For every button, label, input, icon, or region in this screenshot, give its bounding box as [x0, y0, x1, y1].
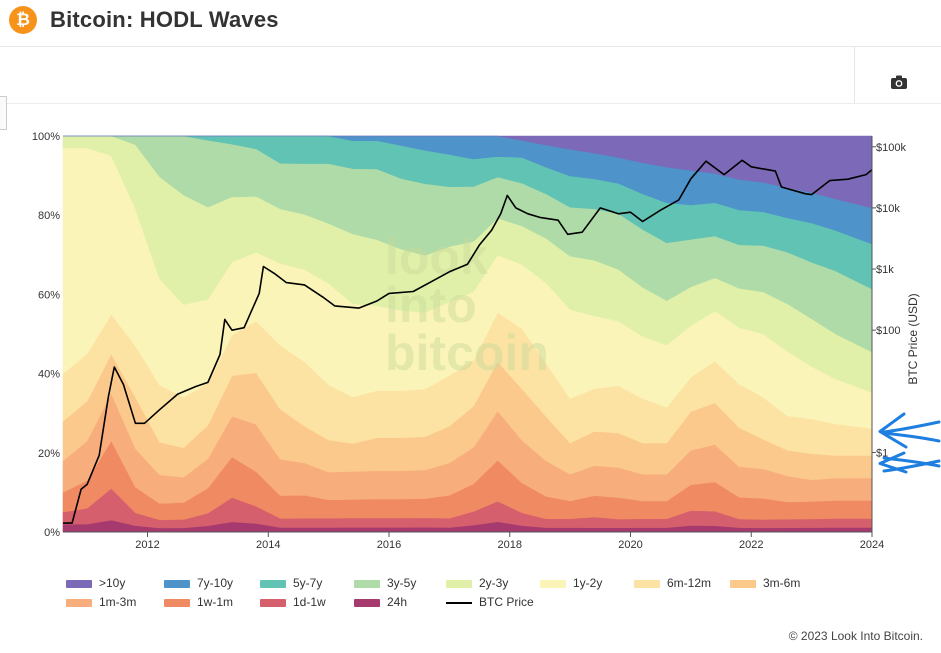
- legend-label: 7y-10y: [197, 576, 234, 590]
- watermark-word: look: [385, 229, 488, 285]
- arrow-shaft: [882, 459, 941, 473]
- y2-tick-label: $1k: [876, 264, 894, 276]
- page-header: ₿ Bitcoin: HODL Waves: [0, 0, 941, 47]
- legend-swatch: [446, 579, 472, 588]
- x-tick-label: 2014: [256, 539, 280, 551]
- toolbar-actions: [854, 47, 941, 103]
- legend-item[interactable]: 24h: [354, 595, 407, 609]
- annotation-arrows: [878, 412, 941, 474]
- legend-label: 1d-1w: [293, 595, 326, 609]
- y2-tick-label: $10k: [876, 203, 900, 215]
- legend-swatch: [730, 579, 756, 588]
- y2-tick-label: $1: [876, 447, 888, 459]
- x-tick-label: 2020: [618, 539, 642, 551]
- legend-item[interactable]: >10y: [66, 576, 125, 590]
- legend-item[interactable]: 1m-3m: [66, 595, 136, 609]
- legend-swatch: [66, 579, 92, 588]
- legend-swatch: [540, 579, 566, 588]
- chart-toolbar: [0, 47, 941, 104]
- legend-swatch: [260, 579, 286, 588]
- legend-item[interactable]: 1y-2y: [540, 576, 602, 590]
- legend-item[interactable]: BTC Price: [446, 595, 534, 609]
- legend-swatch: [164, 598, 190, 607]
- legend-label: 1y-2y: [573, 576, 603, 590]
- arrow-shaft: [882, 420, 941, 434]
- x-tick-label: 2018: [498, 539, 522, 551]
- legend-label: >10y: [99, 576, 126, 590]
- x-tick-label: 2024: [860, 539, 884, 551]
- x-tick-label: 2012: [135, 539, 159, 551]
- copyright-text: © 2023 Look Into Bitcoin.: [788, 629, 923, 643]
- page-title: Bitcoin: HODL Waves: [50, 7, 279, 32]
- blue-arrow-annotation: [878, 412, 941, 449]
- x-tick-label: 2022: [739, 539, 763, 551]
- legend-swatch: [354, 579, 380, 588]
- legend-item[interactable]: 5y-7y: [260, 576, 322, 590]
- watermark-word: bitcoin: [385, 325, 549, 381]
- legend-swatch: [66, 598, 92, 607]
- area-layers: [62, 135, 873, 533]
- legend-label: 3y-5y: [387, 576, 417, 590]
- legend-label: 1m-3m: [99, 595, 137, 609]
- bitcoin-logo-icon: ₿: [9, 6, 37, 34]
- axes: 2012 2014 2016 2018 2020 2022 2024 0% 20% 40% 60% 8…: [32, 131, 920, 551]
- y2-tick-label: $100: [876, 325, 900, 337]
- btc-price-line: [63, 159, 873, 524]
- y-tick-label: 100%: [32, 131, 60, 143]
- legend-item[interactable]: 1d-1w: [260, 595, 326, 609]
- legend-item[interactable]: 1w-1m: [164, 595, 233, 609]
- arrow-shaft: [882, 431, 941, 443]
- legend-label: 1w-1m: [197, 595, 234, 609]
- legend-swatch: [634, 579, 660, 588]
- y-tick-label: 60%: [38, 289, 60, 301]
- legend-label: BTC Price: [479, 595, 534, 609]
- legend-item[interactable]: 6m-12m: [634, 576, 711, 590]
- legend-label: 2y-3y: [479, 576, 509, 590]
- camera-icon[interactable]: [890, 74, 908, 90]
- blue-arrow-annotation: [878, 451, 941, 474]
- legend-item[interactable]: 7y-10y: [164, 576, 233, 590]
- legend-item[interactable]: 3y-5y: [354, 576, 416, 590]
- y2-tick-label: $100k: [876, 142, 906, 154]
- y-tick-label: 80%: [38, 210, 60, 222]
- price-line-layer: [63, 159, 873, 524]
- y-tick-label: 20%: [38, 448, 60, 460]
- legend-item[interactable]: 3m-6m: [730, 576, 800, 590]
- legend-label: 5y-7y: [293, 576, 323, 590]
- legend-item[interactable]: 2y-3y: [446, 576, 508, 590]
- legend-swatch: [260, 598, 286, 607]
- legend-swatch: [164, 579, 190, 588]
- y2-axis-title: BTC Price (USD): [906, 293, 920, 384]
- legend-swatch: [354, 598, 380, 607]
- y-tick-label: 40%: [38, 369, 60, 381]
- legend-label: 3m-6m: [763, 576, 801, 590]
- x-tick-label: 2016: [377, 539, 401, 551]
- legend-label: 6m-12m: [667, 576, 712, 590]
- legend-label: 24h: [387, 595, 408, 609]
- legend-swatch: [446, 601, 472, 604]
- y-tick-label: 0%: [44, 527, 60, 539]
- arrow-head: [878, 412, 908, 449]
- side-panel-toggle[interactable]: [0, 96, 7, 130]
- watermark-word: into: [385, 277, 477, 333]
- arrow-head: [878, 451, 908, 474]
